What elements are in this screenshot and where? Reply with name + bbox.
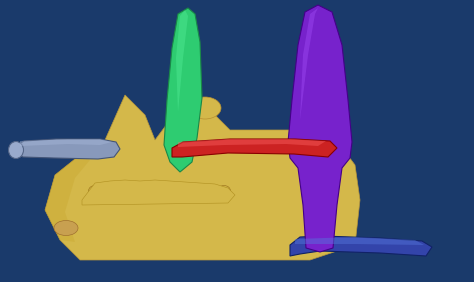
Polygon shape: [45, 155, 90, 242]
Ellipse shape: [159, 186, 173, 197]
Polygon shape: [20, 139, 112, 146]
Polygon shape: [176, 10, 188, 112]
Ellipse shape: [189, 97, 221, 119]
Polygon shape: [288, 5, 352, 252]
Polygon shape: [295, 237, 424, 245]
Ellipse shape: [173, 186, 186, 197]
Ellipse shape: [103, 186, 117, 197]
Polygon shape: [178, 139, 326, 147]
Ellipse shape: [131, 186, 145, 197]
Polygon shape: [300, 8, 318, 120]
Ellipse shape: [9, 142, 24, 158]
Ellipse shape: [203, 186, 217, 197]
Polygon shape: [14, 139, 120, 159]
Polygon shape: [82, 180, 235, 205]
Ellipse shape: [218, 186, 230, 197]
Polygon shape: [172, 139, 337, 157]
Ellipse shape: [89, 186, 101, 197]
Ellipse shape: [189, 186, 201, 197]
Polygon shape: [290, 236, 432, 256]
Polygon shape: [164, 8, 202, 172]
Ellipse shape: [54, 221, 78, 235]
Ellipse shape: [118, 186, 130, 197]
Ellipse shape: [146, 186, 158, 197]
Polygon shape: [45, 95, 360, 260]
